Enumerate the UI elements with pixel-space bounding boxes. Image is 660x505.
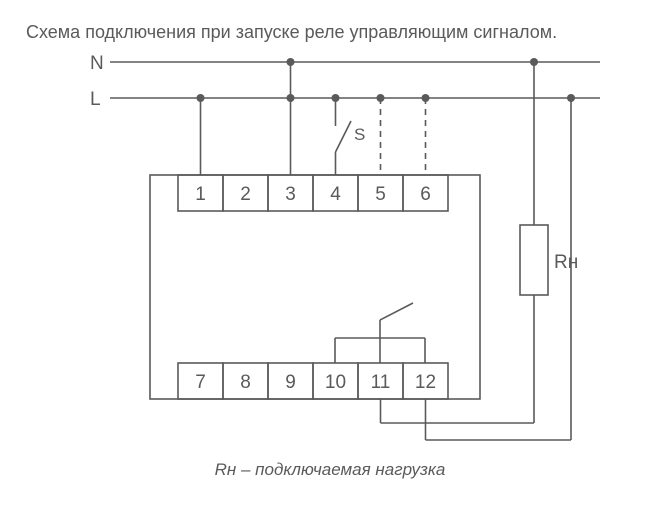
- terminal-1: 1: [195, 184, 206, 205]
- device-body: [150, 175, 480, 399]
- terminal-10: 10: [325, 372, 346, 393]
- terminal-11: 11: [371, 372, 391, 393]
- load-label: Rн: [554, 252, 578, 273]
- junction-nodes: [197, 58, 576, 102]
- terminal-3: 3: [285, 184, 296, 205]
- switch-s: S: [336, 98, 366, 175]
- terminal-7: 7: [195, 372, 206, 393]
- bottom-terminals: 7 8 9 10 11 12: [178, 363, 448, 399]
- wiring-diagram: N L 1 2 3 4 5 6: [0, 0, 660, 505]
- rail-label-n: N: [90, 53, 104, 74]
- terminal-9: 9: [285, 372, 296, 393]
- diagram-caption: Rн – подключаемая нагрузка: [0, 460, 660, 480]
- terminal-12: 12: [415, 372, 436, 393]
- bottom-routing: [381, 98, 572, 440]
- terminal-4: 4: [330, 184, 341, 205]
- rail-label-l: L: [90, 89, 101, 110]
- top-terminals: 1 2 3 4 5 6: [178, 175, 448, 211]
- terminal-2: 2: [240, 184, 251, 205]
- switch-label: S: [354, 125, 365, 144]
- internal-relay-contact: [335, 303, 425, 363]
- terminal-5: 5: [375, 184, 386, 205]
- diagram-title: Схема подключения при запуске реле управ…: [26, 22, 557, 43]
- load-rn: Rн: [520, 62, 578, 423]
- terminal-8: 8: [240, 372, 251, 393]
- terminal-6: 6: [420, 184, 431, 205]
